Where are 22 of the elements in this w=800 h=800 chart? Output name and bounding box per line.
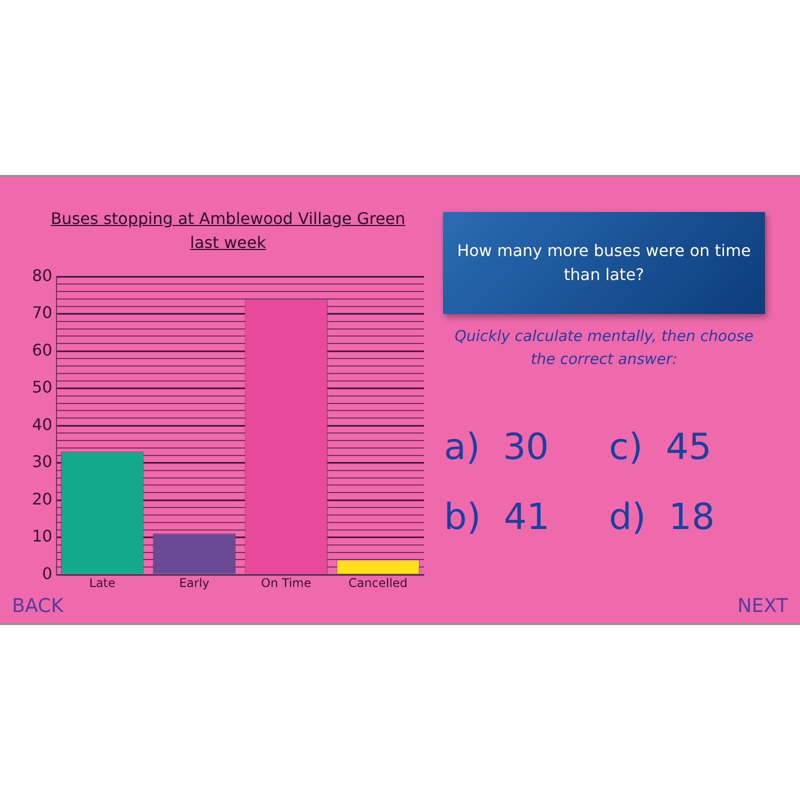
y-tick-label: 50 (32, 378, 52, 397)
y-tick-label: 70 (32, 303, 52, 322)
text: d) 18 (609, 497, 715, 538)
text: b) 41 (444, 497, 550, 538)
y-tick-label: 80 (32, 266, 52, 285)
x-tick-label: Cancelled (348, 576, 408, 590)
text: How many more buses were on time than late? (443, 212, 765, 314)
y-tick-label: 10 (32, 526, 52, 546)
x-tick-label: Late (89, 576, 116, 590)
text: Quickly calculate mentally, then choose the correct answer: (454, 326, 754, 370)
y-tick-label: 0 (42, 564, 52, 583)
text: c) 45 (609, 427, 712, 468)
x-tick-label: Early (179, 576, 210, 590)
y-tick-label: 30 (32, 452, 52, 472)
y-tick-label: 40 (32, 414, 52, 434)
y-tick-label: 20 (32, 489, 52, 508)
chart-title: Buses stopping at Amblewood Village Green last week (50, 208, 406, 254)
text: BACK (12, 595, 64, 617)
x-tick-label: On Time (261, 576, 312, 590)
text: NEXT (737, 595, 788, 617)
y-tick-label: 60 (32, 340, 52, 360)
text: a) 30 (444, 427, 549, 468)
